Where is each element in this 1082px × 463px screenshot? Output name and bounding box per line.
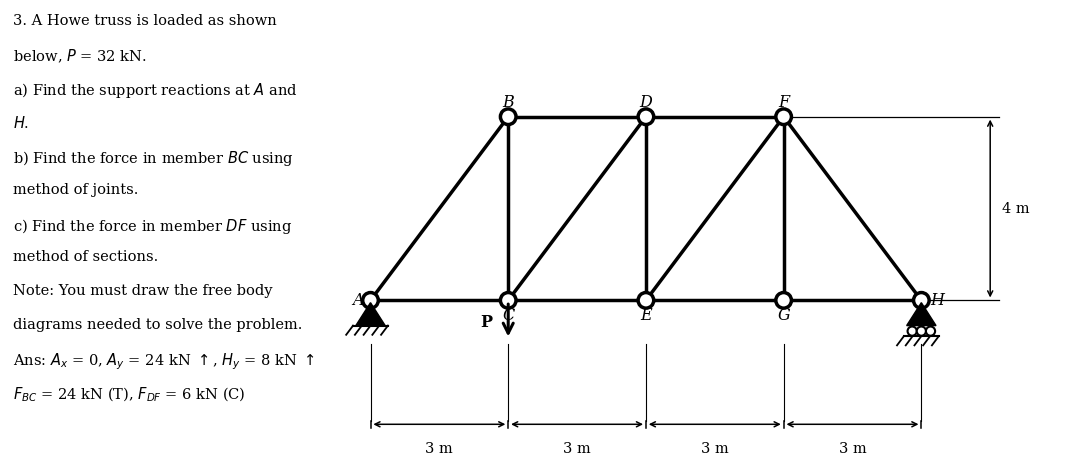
- Polygon shape: [907, 303, 936, 325]
- Circle shape: [926, 326, 935, 336]
- Text: Note: You must draw the free body: Note: You must draw the free body: [13, 284, 273, 298]
- Text: c) Find the force in member $DF$ using: c) Find the force in member $DF$ using: [13, 217, 292, 236]
- Text: 3 m: 3 m: [425, 442, 453, 456]
- Text: A: A: [352, 292, 364, 309]
- Text: D: D: [639, 94, 652, 111]
- Circle shape: [908, 326, 916, 336]
- Text: 3. A Howe truss is loaded as shown: 3. A Howe truss is loaded as shown: [13, 14, 277, 28]
- Text: 3 m: 3 m: [701, 442, 728, 456]
- Text: 3 m: 3 m: [839, 442, 867, 456]
- Circle shape: [916, 326, 926, 336]
- Text: C: C: [502, 307, 514, 324]
- Circle shape: [500, 109, 516, 125]
- Text: Ans: $A_x$ = 0, $A_y$ = 24 kN $\uparrow$, $H_y$ = 8 kN $\uparrow$: Ans: $A_x$ = 0, $A_y$ = 24 kN $\uparrow$…: [13, 352, 316, 372]
- Text: H: H: [931, 292, 945, 309]
- Text: 4 m: 4 m: [1002, 201, 1029, 216]
- Text: 3 m: 3 m: [564, 442, 591, 456]
- Text: a) Find the support reactions at $A$ and: a) Find the support reactions at $A$ and: [13, 81, 298, 100]
- Text: $F_{BC}$ = 24 kN (T), $F_{DF}$ = 6 kN (C): $F_{BC}$ = 24 kN (T), $F_{DF}$ = 6 kN (C…: [13, 386, 246, 404]
- Text: diagrams needed to solve the problem.: diagrams needed to solve the problem.: [13, 318, 303, 332]
- Text: $H$.: $H$.: [13, 115, 29, 131]
- Circle shape: [638, 293, 654, 308]
- Text: B: B: [502, 94, 514, 111]
- Text: method of sections.: method of sections.: [13, 250, 159, 264]
- Text: F: F: [778, 94, 789, 111]
- Circle shape: [362, 293, 379, 308]
- Circle shape: [776, 293, 791, 308]
- Polygon shape: [356, 303, 385, 325]
- Text: E: E: [641, 307, 651, 324]
- Text: P: P: [480, 314, 492, 331]
- Text: below, $P$ = 32 kN.: below, $P$ = 32 kN.: [13, 48, 147, 65]
- Circle shape: [638, 109, 654, 125]
- Circle shape: [913, 293, 929, 308]
- Circle shape: [776, 109, 791, 125]
- Text: method of joints.: method of joints.: [13, 183, 138, 197]
- Circle shape: [500, 293, 516, 308]
- Text: b) Find the force in member $BC$ using: b) Find the force in member $BC$ using: [13, 149, 294, 168]
- Text: G: G: [777, 307, 790, 324]
